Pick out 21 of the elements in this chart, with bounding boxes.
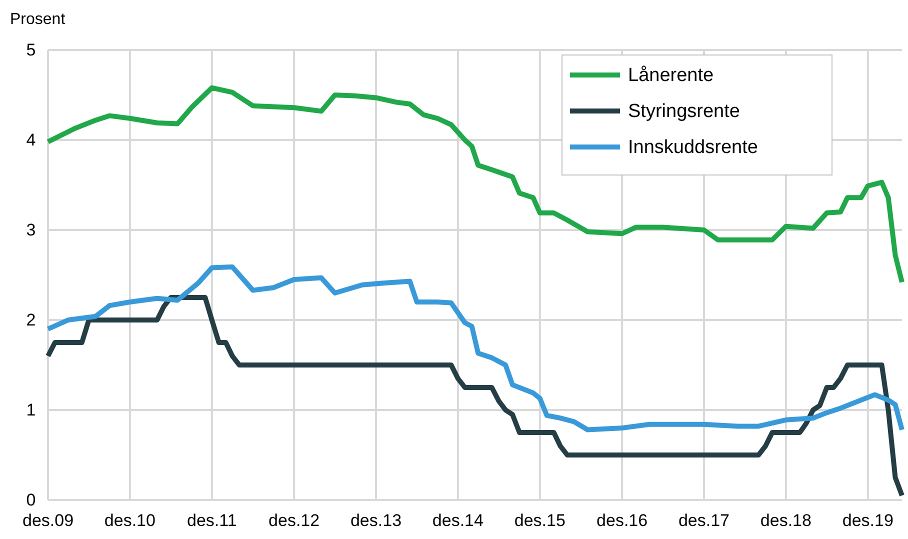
x-tick-label: des.13	[350, 511, 402, 530]
x-tick-label: des.16	[596, 511, 648, 530]
x-tick-label: des.15	[514, 511, 566, 530]
x-tick-label: des.17	[678, 511, 730, 530]
y-tick-label: 3	[26, 220, 36, 240]
y-tick-label: 0	[26, 490, 36, 510]
x-tick-label: des.11	[186, 511, 237, 530]
y-tick-label: 1	[26, 400, 36, 420]
y-axis-title: Prosent	[10, 11, 66, 28]
x-tick-label: des.12	[268, 511, 320, 530]
x-tick-label: des.09	[22, 511, 74, 530]
y-tick-label: 5	[26, 40, 36, 60]
legend-label: Innskuddsrente	[628, 137, 758, 158]
x-tick-label: des.14	[432, 511, 484, 530]
x-tick-label: des.19	[842, 511, 894, 530]
legend-label: Lånerente	[628, 65, 714, 86]
legend-label: Styringsrente	[628, 101, 740, 122]
x-tick-label: des.10	[104, 511, 156, 530]
y-tick-label: 2	[26, 310, 36, 330]
y-tick-label: 4	[26, 130, 36, 150]
x-tick-label: des.18	[760, 511, 812, 530]
